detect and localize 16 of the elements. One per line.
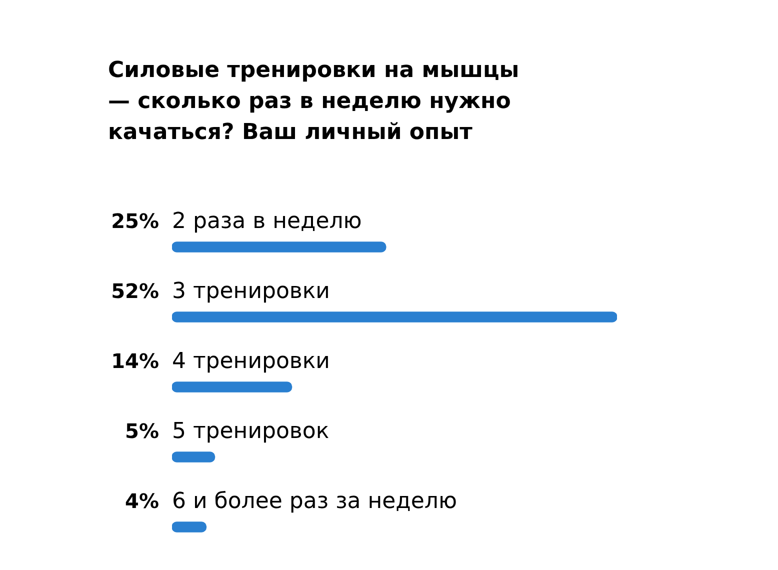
bar — [172, 452, 216, 462]
bar — [172, 242, 386, 252]
data-label: 4% — [125, 489, 159, 513]
y-tick-label: 3 тренировки — [172, 279, 330, 304]
data-label: 25% — [111, 209, 159, 233]
data-label: 52% — [111, 279, 159, 303]
y-tick-label: 5 тренировок — [172, 419, 330, 444]
bar — [172, 382, 292, 392]
bar — [172, 312, 617, 322]
y-tick-label: 4 тренировки — [172, 349, 330, 374]
y-tick-label: 2 раза в неделю — [172, 209, 362, 234]
y-tick-label: 6 и более раз за неделю — [172, 489, 457, 514]
bar — [172, 522, 207, 532]
data-label: 5% — [125, 419, 159, 443]
chart-title: Силовые тренировки на мышцы — сколько раз в неделю нужно качаться? Ваш личный опыт — [108, 57, 520, 147]
data-label: 14% — [111, 349, 159, 373]
